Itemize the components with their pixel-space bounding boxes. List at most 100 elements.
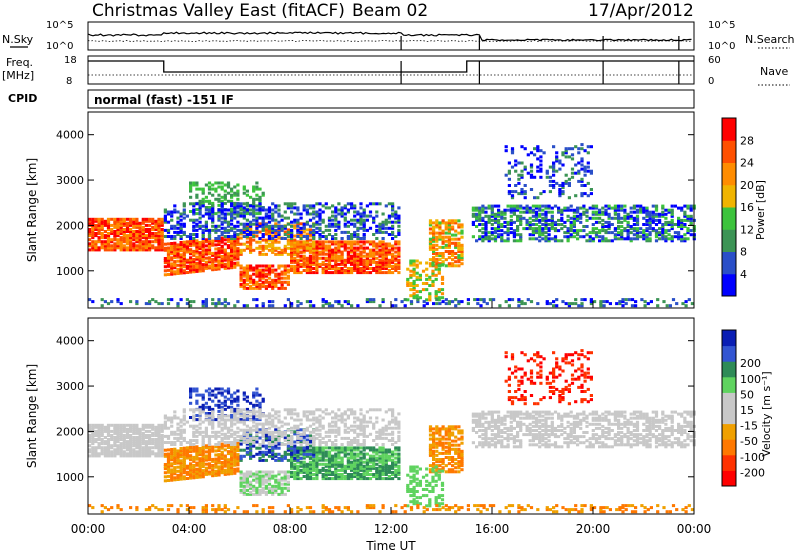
power-cell <box>334 258 338 262</box>
velocity-cell <box>132 442 136 446</box>
power-cell <box>447 239 451 243</box>
velocity-cell <box>375 468 379 472</box>
power-cell <box>343 242 347 246</box>
power-cell <box>415 263 419 267</box>
power-cell <box>236 189 240 193</box>
power-cell <box>557 206 561 210</box>
power-cell <box>318 228 322 232</box>
velocity-cell <box>189 470 193 474</box>
power-cell <box>438 237 442 241</box>
velocity-cell <box>394 456 398 460</box>
velocity-cell <box>327 456 332 460</box>
power-cell <box>346 271 350 275</box>
power-cell <box>356 304 360 308</box>
power-cell <box>509 204 513 208</box>
velocity-cell <box>334 468 338 472</box>
power-cell <box>577 151 581 155</box>
velocity-cell <box>384 448 388 452</box>
power-cell <box>642 229 646 233</box>
power-cell <box>613 210 617 214</box>
power-cell <box>334 224 338 228</box>
power-cell <box>321 304 325 308</box>
power-cell <box>428 243 433 247</box>
power-cell <box>359 206 363 210</box>
power-cell <box>305 300 309 304</box>
power-cell <box>302 226 306 230</box>
power-cell <box>632 216 636 220</box>
velocity-cell <box>267 482 272 486</box>
power-cell <box>613 212 617 216</box>
power-cell <box>154 221 158 225</box>
velocity-cell <box>267 486 272 490</box>
velocity-cell <box>274 490 278 494</box>
power-cell <box>226 235 231 238</box>
power-cell <box>324 267 328 270</box>
velocity-cell <box>129 442 133 446</box>
power-cell <box>651 227 655 231</box>
power-cell <box>245 304 249 308</box>
power-cell <box>359 202 363 206</box>
power-cell <box>179 249 183 253</box>
power-cell <box>632 233 636 237</box>
power-cell <box>201 230 205 234</box>
velocity-cell <box>296 466 300 470</box>
velocity-cell <box>100 442 104 446</box>
power-cell <box>195 181 199 185</box>
power-cell <box>381 237 385 240</box>
power-cell <box>368 242 373 246</box>
power-cell <box>308 264 313 268</box>
power-cell <box>236 300 240 304</box>
velocity-cell <box>378 468 382 472</box>
power-cell <box>239 222 243 226</box>
velocity-cell <box>170 458 174 462</box>
power-cell <box>337 202 341 206</box>
power-cell <box>94 232 98 235</box>
power-cell <box>141 246 145 250</box>
velocity-cell <box>258 456 262 460</box>
power-cell <box>654 206 659 210</box>
velocity-cell <box>252 486 256 490</box>
velocity-cell <box>286 470 290 474</box>
power-cell <box>484 233 488 237</box>
power-cell <box>604 237 608 241</box>
velocity-cell <box>242 448 246 452</box>
power-cell <box>418 261 422 265</box>
velocity-cell <box>245 418 249 422</box>
power-cell <box>151 221 155 225</box>
power-cell <box>572 208 576 212</box>
power-cell <box>252 282 256 286</box>
power-cell <box>315 267 319 270</box>
y-tick-label: 1000 <box>56 265 84 278</box>
power-cell <box>670 204 674 208</box>
velocity-cell <box>189 387 193 391</box>
power-cell <box>163 273 167 277</box>
velocity-cell <box>312 473 316 476</box>
power-cell <box>280 248 284 252</box>
power-cell <box>444 264 448 268</box>
power-cell <box>144 240 148 244</box>
power-cell <box>645 214 649 218</box>
power-cell <box>514 190 518 194</box>
velocity-cell <box>189 389 193 393</box>
velocity-cell <box>192 470 196 474</box>
power-cell <box>163 218 167 222</box>
power-cell <box>249 204 253 208</box>
power-cell <box>192 210 196 214</box>
velocity-cell <box>375 452 379 456</box>
power-cell <box>670 239 674 243</box>
power-cell <box>471 208 475 212</box>
power-cell <box>623 237 627 241</box>
velocity-cell <box>217 445 221 448</box>
power-cell <box>267 237 272 240</box>
power-cell <box>677 233 681 237</box>
power-cell <box>166 250 171 254</box>
power-cell <box>534 206 539 210</box>
power-cell <box>305 248 309 252</box>
velocity-cell <box>182 477 186 481</box>
velocity-cell <box>100 434 104 437</box>
power-cell <box>267 280 272 284</box>
velocity-cell <box>192 472 196 476</box>
power-cell <box>125 240 130 244</box>
velocity-cell <box>381 450 385 454</box>
